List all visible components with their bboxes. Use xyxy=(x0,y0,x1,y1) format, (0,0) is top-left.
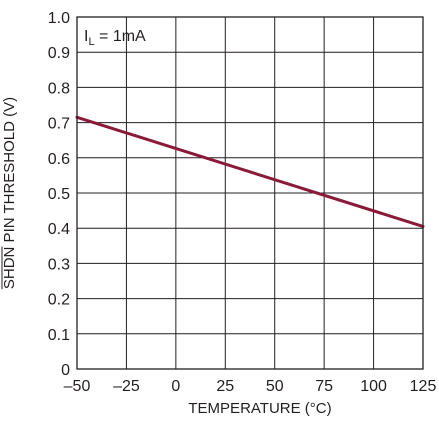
y-axis-label-overline: SHDN xyxy=(1,247,18,290)
y-tick-label: 0.2 xyxy=(48,292,70,309)
x-tick-label: 75 xyxy=(315,378,333,395)
x-tick-label: 100 xyxy=(360,378,387,395)
y-tick-label: 1.0 xyxy=(48,10,70,27)
y-tick-label: 0 xyxy=(61,362,70,379)
annotation-sub: L xyxy=(88,36,94,48)
x-tick-label: 125 xyxy=(410,378,437,395)
y-tick-label: 0.7 xyxy=(48,116,70,133)
y-tick-labels: 0 0.1 0.2 0.3 0.4 0.5 0.6 0.7 0.8 0.9 1.0 xyxy=(48,10,70,379)
y-axis-label: SHDN PIN THRESHOLD (V) xyxy=(1,97,18,289)
y-tick-label: 0.8 xyxy=(48,80,70,97)
plot-frame xyxy=(76,16,424,370)
load-current-annotation: IL = 1mA xyxy=(84,28,146,48)
x-tick-label: –50 xyxy=(64,378,91,395)
x-tick-label: 25 xyxy=(216,378,234,395)
series-line xyxy=(75,115,425,228)
y-axis-label-rest: PIN THRESHOLD (V) xyxy=(1,97,18,247)
x-tick-labels: –50 –25 0 25 50 75 100 125 xyxy=(64,378,437,395)
y-tick-label: 0.4 xyxy=(48,221,70,238)
y-tick-label: 0.3 xyxy=(48,256,70,273)
y-axis-label-group: SHDN PIN THRESHOLD (V) xyxy=(1,97,18,290)
y-tick-label: 0.5 xyxy=(48,186,70,203)
grid-lines xyxy=(76,16,424,370)
y-tick-label: 0.9 xyxy=(48,45,70,62)
x-tick-label: –25 xyxy=(113,378,140,395)
series-layer xyxy=(75,115,425,228)
x-tick-label: 50 xyxy=(266,378,284,395)
x-axis-label: TEMPERATURE (°C) xyxy=(188,400,331,417)
y-tick-label: 0.1 xyxy=(48,327,70,344)
y-tick-label: 0.6 xyxy=(48,151,70,168)
annotation-main: I xyxy=(84,28,88,45)
x-tick-label: 0 xyxy=(171,378,180,395)
annotation-rest: = 1mA xyxy=(95,28,146,45)
